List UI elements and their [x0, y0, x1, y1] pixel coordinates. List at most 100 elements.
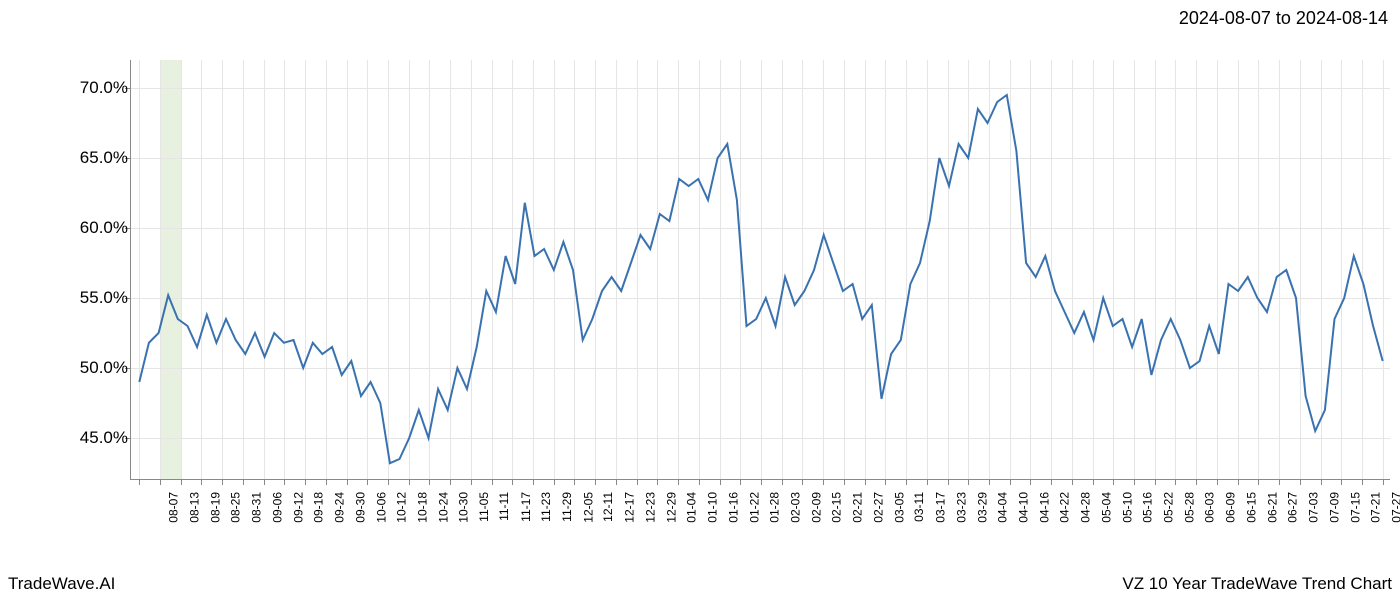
x-tick-mark: [1093, 479, 1094, 485]
x-tick-mark: [1072, 479, 1073, 485]
x-tick-label: 08-13: [188, 492, 202, 523]
x-tick-mark: [347, 479, 348, 485]
x-tick-label: 12-23: [644, 492, 658, 523]
x-tick-label: 05-04: [1100, 492, 1114, 523]
x-tick-label: 11-17: [518, 492, 532, 522]
x-tick-label: 04-16: [1037, 492, 1051, 523]
x-tick-mark: [1175, 479, 1176, 485]
x-tick-mark: [1217, 479, 1218, 485]
x-tick-label: 02-09: [809, 492, 823, 523]
x-tick-mark: [1300, 479, 1301, 485]
x-tick-mark: [740, 479, 741, 485]
x-tick-mark: [637, 479, 638, 485]
x-tick-mark: [1321, 479, 1322, 485]
x-tick-label: 05-28: [1182, 492, 1196, 523]
x-tick-mark: [761, 479, 762, 485]
date-range-header: 2024-08-07 to 2024-08-14: [1179, 8, 1388, 29]
x-tick-mark: [927, 479, 928, 485]
x-tick-label: 11-05: [477, 492, 491, 522]
x-tick-label: 01-16: [727, 492, 741, 523]
y-tick-label: 60.0%: [58, 218, 128, 238]
x-tick-mark: [1113, 479, 1114, 485]
x-tick-mark: [512, 479, 513, 485]
x-tick-mark: [1051, 479, 1052, 485]
x-tick-mark: [595, 479, 596, 485]
x-tick-label: 09-12: [291, 492, 305, 523]
x-tick-mark: [1279, 479, 1280, 485]
x-tick-label: 06-15: [1245, 492, 1259, 523]
x-tick-mark: [139, 479, 140, 485]
y-tick-label: 70.0%: [58, 78, 128, 98]
x-tick-label: 08-19: [208, 492, 222, 523]
x-tick-mark: [243, 479, 244, 485]
x-tick-mark: [782, 479, 783, 485]
x-tick-label: 01-28: [768, 492, 782, 523]
x-tick-mark: [616, 479, 617, 485]
x-tick-mark: [885, 479, 886, 485]
x-tick-label: 11-11: [497, 492, 511, 521]
x-tick-mark: [1196, 479, 1197, 485]
x-tick-mark: [1362, 479, 1363, 485]
x-tick-mark: [367, 479, 368, 485]
x-tick-mark: [1238, 479, 1239, 485]
x-tick-label: 05-22: [1162, 492, 1176, 523]
x-tick-mark: [201, 479, 202, 485]
x-tick-mark: [160, 479, 161, 485]
x-tick-label: 07-27: [1390, 492, 1400, 523]
x-tick-label: 09-24: [333, 492, 347, 523]
x-tick-label: 06-09: [1224, 492, 1238, 523]
x-tick-label: 11-23: [539, 492, 553, 522]
x-tick-mark: [989, 479, 990, 485]
x-tick-label: 04-28: [1079, 492, 1093, 523]
x-tick-mark: [865, 479, 866, 485]
x-tick-label: 09-06: [271, 492, 285, 523]
x-tick-label: 01-10: [706, 492, 720, 523]
x-tick-mark: [305, 479, 306, 485]
x-tick-mark: [388, 479, 389, 485]
x-tick-mark: [699, 479, 700, 485]
x-tick-label: 09-18: [312, 492, 326, 523]
x-tick-label: 02-03: [789, 492, 803, 523]
x-tick-label: 08-31: [250, 492, 264, 523]
x-tick-label: 04-04: [996, 492, 1010, 523]
x-tick-mark: [906, 479, 907, 485]
x-tick-mark: [450, 479, 451, 485]
x-tick-label: 03-17: [934, 492, 948, 523]
y-tick-label: 55.0%: [58, 288, 128, 308]
y-tick-label: 65.0%: [58, 148, 128, 168]
x-tick-label: 07-21: [1369, 492, 1383, 523]
x-tick-label: 05-10: [1120, 492, 1134, 523]
x-tick-label: 12-29: [664, 492, 678, 523]
x-tick-label: 08-25: [229, 492, 243, 523]
y-tick-label: 45.0%: [58, 428, 128, 448]
x-tick-mark: [720, 479, 721, 485]
x-tick-mark: [948, 479, 949, 485]
x-tick-mark: [802, 479, 803, 485]
x-tick-mark: [1030, 479, 1031, 485]
x-tick-mark: [284, 479, 285, 485]
x-tick-label: 02-15: [830, 492, 844, 523]
x-tick-mark: [492, 479, 493, 485]
x-tick-label: 12-05: [581, 492, 595, 523]
x-tick-label: 03-11: [912, 492, 926, 522]
x-tick-mark: [844, 479, 845, 485]
x-tick-mark: [678, 479, 679, 485]
x-tick-mark: [429, 479, 430, 485]
x-tick-mark: [1010, 479, 1011, 485]
x-tick-label: 08-07: [167, 492, 181, 523]
x-tick-label: 12-17: [623, 492, 637, 523]
x-tick-label: 02-21: [851, 492, 865, 523]
x-tick-mark: [222, 479, 223, 485]
footer-title: VZ 10 Year TradeWave Trend Chart: [1122, 574, 1392, 594]
x-tick-label: 07-15: [1348, 492, 1362, 523]
x-tick-mark: [1341, 479, 1342, 485]
x-tick-label: 02-27: [872, 492, 886, 523]
x-tick-label: 06-27: [1286, 492, 1300, 523]
x-tick-mark: [326, 479, 327, 485]
x-tick-label: 06-03: [1203, 492, 1217, 523]
x-tick-mark: [1134, 479, 1135, 485]
x-tick-label: 03-29: [975, 492, 989, 523]
x-tick-mark: [1155, 479, 1156, 485]
x-tick-mark: [264, 479, 265, 485]
x-tick-mark: [968, 479, 969, 485]
